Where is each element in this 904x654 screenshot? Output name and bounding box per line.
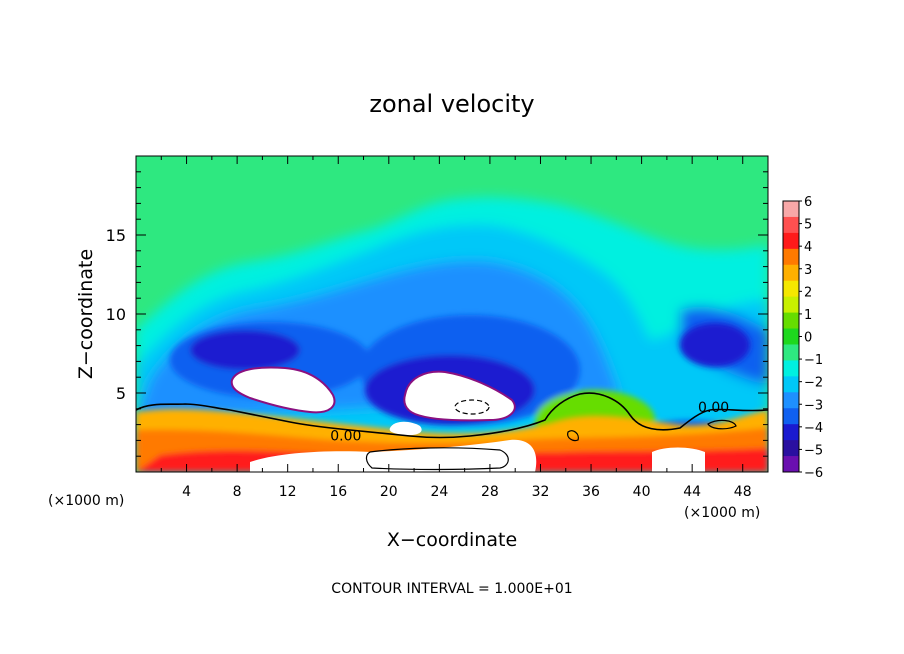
colorbar-label: 4 <box>804 240 812 255</box>
field-patch-white-center <box>403 370 516 422</box>
field-patch-white-right <box>652 447 705 472</box>
colorbar-label: −1 <box>804 353 823 368</box>
colorbar-swatch <box>783 328 799 345</box>
x-tick-label: 12 <box>279 484 297 500</box>
colorbar-swatch <box>783 344 799 361</box>
y-tick-label: 10 <box>106 305 126 324</box>
zero-contour-main <box>136 392 768 439</box>
contour-label: 0.00 <box>330 429 361 445</box>
x-tick-label: 24 <box>430 484 448 500</box>
y-axis-label: Z−coordinate <box>75 249 97 379</box>
x-tick-label: 8 <box>233 484 242 500</box>
colorbar-swatch <box>783 280 799 298</box>
contour-label: 0.00 <box>698 400 729 416</box>
colorbar-swatch <box>783 376 799 393</box>
chart-title: zonal velocity <box>369 90 534 118</box>
field-blob-right-dark <box>680 323 750 367</box>
colorbar-swatch <box>783 201 799 218</box>
y-tick-label: 5 <box>116 384 126 403</box>
x-axis-label: X−coordinate <box>387 529 517 551</box>
field-blob-left-dark <box>190 330 300 370</box>
colorbar-swatch <box>783 216 799 234</box>
x-tick-label: 32 <box>532 484 550 500</box>
contour-interval-note: CONTOUR INTERVAL = 1.000E+01 <box>331 581 572 597</box>
x-unit-label-right: (×1000 m) <box>684 505 760 521</box>
x-unit-label: (×1000 m) <box>48 493 124 509</box>
colorbar-label: −5 <box>804 443 823 458</box>
x-tick-label: 40 <box>633 484 651 500</box>
field-patch-white-small <box>389 421 422 436</box>
colorbar-swatch <box>783 360 799 377</box>
colorbar: 6 5 4 3 2 1 0 −1 −2 −3 −4 −5 −6 <box>782 195 823 481</box>
colorbar-label: −6 <box>804 466 823 481</box>
colorbar-swatch <box>783 392 799 409</box>
colorbar-swatch <box>783 312 799 330</box>
colorbar-label: 6 <box>804 195 812 210</box>
colorbar-label: 3 <box>804 263 812 278</box>
x-tick-label: 48 <box>734 484 752 500</box>
colorbar-swatch <box>783 296 799 314</box>
y-tick-label: 15 <box>106 226 126 245</box>
x-tick-label: 20 <box>380 484 398 500</box>
colorbar-swatch <box>783 424 799 441</box>
colorbar-label: 2 <box>804 285 812 300</box>
field-patch-white-left <box>230 366 336 414</box>
contour-labels-layer: 0.00 0.00 <box>330 400 729 444</box>
heatmap-field <box>136 156 768 472</box>
colorbar-label: −4 <box>804 421 823 436</box>
colorbar-label: −2 <box>804 376 823 391</box>
x-tick-label: 36 <box>582 484 600 500</box>
zero-contour-small-b <box>707 419 737 430</box>
x-tick-label: 44 <box>683 484 701 500</box>
colorbar-label: 5 <box>804 218 812 233</box>
colorbar-swatch <box>783 264 799 282</box>
colorbar-swatch <box>783 408 799 425</box>
colorbar-label: 0 <box>804 331 812 346</box>
x-tick-label: 16 <box>329 484 347 500</box>
zero-contour-low <box>365 447 509 471</box>
zero-contour-small-a <box>567 430 579 442</box>
colorbar-swatch <box>783 440 799 457</box>
colorbar-label: −3 <box>804 398 823 413</box>
x-tick-label: 4 <box>182 484 191 500</box>
negative-contour-dashed <box>454 399 490 415</box>
colorbar-label: 1 <box>804 308 812 323</box>
x-tick-label: 28 <box>481 484 499 500</box>
colorbar-swatch <box>783 456 799 473</box>
colorbar-swatch <box>783 248 799 266</box>
colorbar-swatch <box>783 232 799 250</box>
